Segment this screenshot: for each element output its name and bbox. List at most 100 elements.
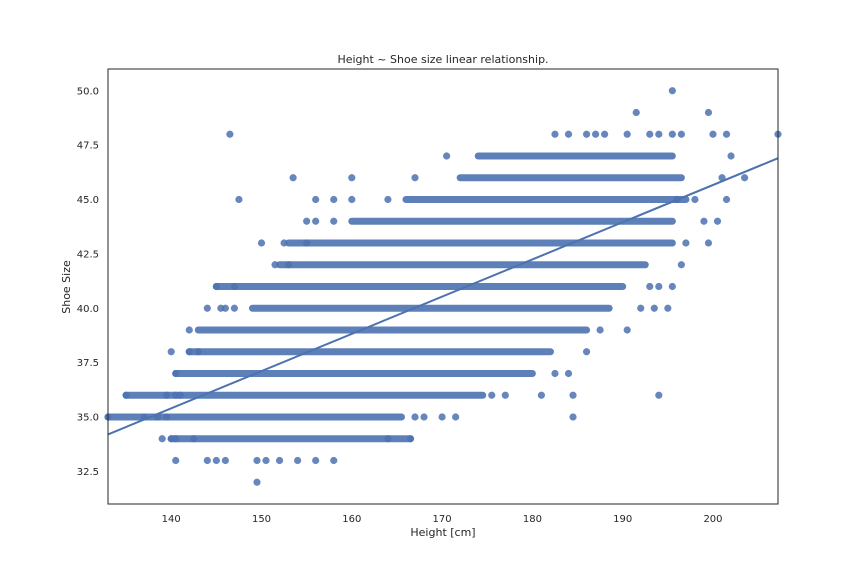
data-point <box>420 413 428 421</box>
data-point <box>452 413 460 421</box>
data-point <box>722 130 731 138</box>
data-point <box>650 304 658 312</box>
data-point <box>212 456 220 465</box>
data-point <box>158 435 166 443</box>
x-tick-label: 160 <box>342 514 361 525</box>
y-tick-label: 40.0 <box>77 304 99 315</box>
y-tick-label: 47.5 <box>77 141 99 152</box>
data-point <box>221 304 229 312</box>
y-tick-label: 42.5 <box>77 249 99 260</box>
data-point <box>411 413 419 421</box>
data-point <box>655 282 663 291</box>
data-point <box>303 217 311 225</box>
data-point <box>677 261 685 269</box>
x-axis-ticks: 140 150 160 170 180 190 200 <box>162 514 723 525</box>
data-point <box>253 478 261 486</box>
data-point <box>411 174 419 182</box>
data-point <box>488 391 496 399</box>
data-point <box>646 282 654 291</box>
data-point <box>348 195 356 204</box>
data-point <box>312 456 320 465</box>
data-point <box>303 239 311 247</box>
data-point <box>185 326 193 334</box>
data-point <box>646 130 654 138</box>
data-point <box>704 108 713 117</box>
data-point <box>677 130 685 138</box>
data-point <box>194 348 202 356</box>
data-point <box>185 348 193 356</box>
data-point <box>637 304 645 312</box>
data-point <box>262 456 270 465</box>
x-tick-label: 150 <box>252 514 271 525</box>
data-point <box>384 435 392 443</box>
data-point <box>740 174 749 182</box>
data-points <box>104 87 782 486</box>
data-point <box>592 130 600 138</box>
data-point <box>691 195 699 204</box>
x-tick-label: 190 <box>613 514 632 525</box>
data-point <box>682 239 690 247</box>
data-point <box>122 391 130 399</box>
y-tick-label: 45.0 <box>77 195 99 206</box>
regression-line-layer <box>107 157 779 436</box>
data-point <box>668 130 676 138</box>
data-point <box>700 217 708 225</box>
plot-frame <box>107 68 779 505</box>
data-point <box>722 195 731 204</box>
data-point <box>312 195 320 204</box>
x-tick-label: 180 <box>523 514 542 525</box>
x-tick-label: 170 <box>433 514 452 525</box>
data-point <box>564 130 573 138</box>
y-tick-label: 35.0 <box>77 413 99 424</box>
data-point <box>727 152 735 160</box>
data-point <box>163 391 171 399</box>
y-axis-ticks: 32.5 35.0 37.5 40.0 42.5 45.0 47.5 50.0 <box>77 86 99 478</box>
data-point <box>221 456 229 465</box>
data-point <box>668 282 676 291</box>
data-point <box>406 435 415 443</box>
data-point <box>172 456 180 465</box>
data-point <box>348 174 356 182</box>
data-bands <box>104 152 690 443</box>
data-point <box>257 239 266 247</box>
data-point <box>167 348 175 356</box>
data-point <box>253 456 261 465</box>
data-point <box>312 217 320 225</box>
data-point <box>203 304 211 312</box>
data-point <box>230 304 239 312</box>
data-point <box>601 130 609 138</box>
data-point <box>582 348 591 356</box>
data-point <box>704 239 713 247</box>
x-tick-label: 200 <box>703 514 722 525</box>
data-point <box>190 435 198 443</box>
x-axis-label: Height [cm] <box>410 526 475 539</box>
data-point <box>551 369 559 378</box>
data-point <box>294 456 302 465</box>
data-point <box>230 282 239 291</box>
data-point <box>212 282 220 291</box>
data-point <box>596 326 604 334</box>
y-tick-label: 37.5 <box>77 358 99 369</box>
data-point <box>537 391 546 399</box>
data-point <box>203 456 211 465</box>
data-point <box>226 130 234 138</box>
y-axis-label: Shoe Size <box>60 260 73 314</box>
data-point <box>569 413 577 421</box>
data-point <box>330 456 338 465</box>
data-point <box>569 391 577 399</box>
data-point <box>655 130 663 138</box>
data-point <box>443 152 451 160</box>
data-point <box>709 130 717 138</box>
data-point <box>501 391 509 399</box>
data-point <box>176 391 184 399</box>
data-point <box>655 391 663 399</box>
data-point <box>330 217 338 225</box>
data-point <box>664 304 672 312</box>
data-point <box>280 239 288 247</box>
data-point <box>163 413 171 421</box>
data-point <box>623 326 631 334</box>
data-point <box>235 195 243 204</box>
data-point <box>275 456 284 465</box>
data-point <box>289 174 297 182</box>
